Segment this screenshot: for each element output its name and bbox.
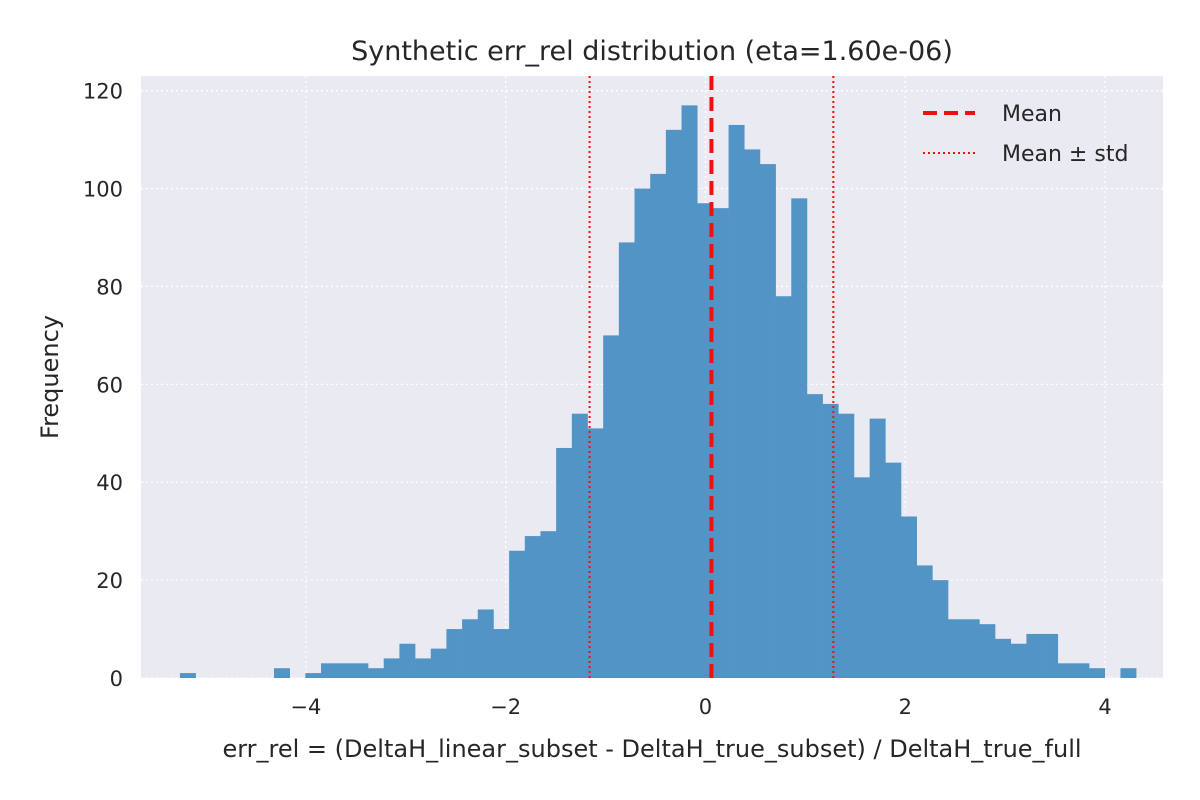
histogram-bar [462, 619, 479, 678]
x-axis-label: err_rel = (DeltaH_linear_subset - DeltaH… [222, 735, 1081, 763]
x-tick-label: −2 [490, 695, 521, 719]
histogram-bar [1057, 663, 1074, 678]
x-tick-label: 4 [1098, 695, 1111, 719]
histogram-bar [885, 462, 902, 678]
histogram-bar [932, 580, 949, 678]
histogram-bar [368, 668, 385, 678]
histogram-bar [603, 335, 620, 678]
histogram-bar [179, 673, 196, 678]
histogram-bar [618, 242, 635, 679]
histogram-bar [665, 129, 682, 678]
x-tick-label: 0 [699, 695, 712, 719]
histogram-bar [775, 296, 792, 678]
histogram-bar [399, 643, 416, 678]
y-tick-label: 100 [83, 178, 123, 202]
histogram-bar [869, 418, 886, 678]
histogram-bar [430, 648, 447, 678]
y-tick-label: 20 [96, 569, 123, 593]
histogram-bar [336, 663, 353, 678]
histogram-bar [1042, 633, 1059, 678]
bars-layer [179, 105, 1137, 679]
histogram-bar [1089, 668, 1106, 678]
histogram-bar [916, 565, 933, 678]
histogram-bar [948, 619, 964, 678]
y-tick-label: 0 [110, 667, 123, 691]
histogram-bar [838, 413, 855, 678]
histogram-bar [791, 198, 808, 678]
histogram-bar [383, 658, 400, 678]
histogram-bar [979, 624, 996, 678]
y-axis-label: Frequency [36, 315, 64, 439]
histogram-bar [681, 105, 698, 679]
y-tick-label: 120 [83, 80, 123, 104]
histogram-bar [540, 531, 557, 678]
histogram-bar [650, 173, 667, 679]
histogram-bar [634, 188, 651, 679]
histogram-bar [900, 516, 917, 678]
histogram-bar [1026, 633, 1043, 678]
y-tick-label: 60 [96, 373, 123, 397]
histogram-bar [477, 609, 494, 678]
histogram-bar [822, 403, 839, 678]
histogram-bar [524, 536, 541, 678]
legend-std-label: Mean ± std [1002, 142, 1128, 167]
legend: Mean Mean ± std [923, 102, 1128, 167]
histogram-bar [446, 629, 463, 678]
histogram-bar [853, 477, 870, 678]
histogram-bar [321, 663, 338, 678]
histogram-bar [571, 413, 588, 678]
histogram-bar [556, 447, 573, 678]
reference-lines-layer [588, 76, 835, 678]
histogram-bar [963, 619, 980, 678]
x-tick-label: 2 [899, 695, 912, 719]
histogram-bar [493, 629, 510, 678]
histogram-bar [1073, 663, 1090, 678]
chart-title: Synthetic err_rel distribution (eta=1.60… [351, 36, 953, 67]
histogram-bar [806, 394, 823, 678]
histogram-bar [744, 149, 761, 679]
histogram-bar [728, 124, 745, 678]
histogram-bar [995, 638, 1012, 678]
histogram-bar [352, 663, 369, 678]
histogram-bar [305, 673, 322, 678]
y-tick-label: 80 [96, 275, 123, 299]
y-tick-label: 40 [96, 471, 123, 495]
histogram-bar [759, 164, 776, 679]
histogram-bar [712, 208, 729, 678]
x-tick-label: −4 [290, 695, 321, 719]
histogram-bar [1010, 643, 1027, 678]
histogram-bar [697, 203, 714, 679]
histogram-bar [509, 550, 526, 678]
histogram-bar [1120, 668, 1137, 678]
legend-mean-label: Mean [1002, 102, 1062, 127]
histogram-bar [415, 658, 432, 678]
histogram-bar [274, 668, 290, 678]
histogram-bar [587, 428, 604, 678]
